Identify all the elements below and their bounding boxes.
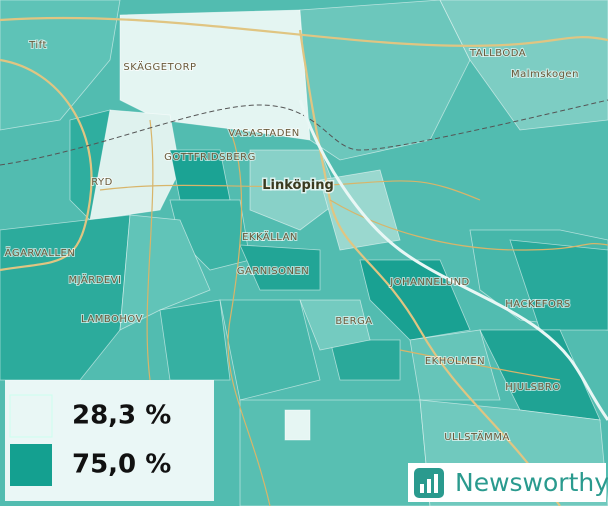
region: [0, 214, 131, 381]
region: [284, 409, 311, 441]
region: [219, 299, 321, 401]
place-label: HJULSBRO: [505, 382, 560, 393]
place-labels: Tift SKÄGGETORP TALLBODA Malmskogen VASA…: [4, 39, 580, 444]
region: [239, 399, 431, 506]
region: [299, 299, 371, 351]
brand-icon-bar: [420, 484, 424, 493]
region: [159, 299, 231, 381]
legend-label: 75,0 %: [72, 450, 171, 480]
legend: 28,3 % 75,0 %: [5, 380, 214, 501]
road: [146, 119, 154, 381]
place-label: GOTTFRIDSBERG: [164, 152, 256, 163]
place-label: HACKEFORS: [505, 299, 570, 310]
road: [298, 29, 561, 506]
road: [99, 180, 481, 201]
river: [298, 99, 608, 421]
brand-icon-bar: [427, 479, 431, 493]
place-label: LAMBOHOV: [81, 314, 143, 325]
legend-swatch: [9, 394, 53, 438]
place-label: ÄGARVALLEN: [5, 246, 76, 259]
road: [0, 16, 608, 47]
place-label: EKKÄLLAN: [242, 230, 298, 243]
roads: [0, 16, 608, 506]
place-label: RYD: [91, 177, 113, 188]
brand-logo: Newsworthy: [408, 463, 608, 502]
region: [0, 0, 121, 131]
railway: [0, 99, 608, 166]
region: [239, 244, 321, 291]
place-label: Tift: [28, 40, 47, 51]
region: [119, 214, 211, 331]
place-label: Malmskogen: [511, 69, 579, 80]
brand-icon-bar: [434, 474, 438, 493]
region: [439, 0, 608, 131]
place-label: JOHANNELUND: [389, 277, 470, 288]
brand-name: Newsworthy: [455, 468, 608, 497]
legend-swatch: [10, 444, 52, 486]
place-label: MJÄRDEVI: [69, 273, 122, 286]
road: [227, 129, 271, 506]
city-label: Linköping: [262, 178, 334, 193]
place-label: SKÄGGETORP: [123, 60, 196, 73]
road: [329, 199, 608, 251]
place-label: TALLBODA: [469, 48, 526, 59]
region: [409, 329, 501, 401]
place-label: EKHOLMEN: [425, 356, 485, 367]
place-label: BERGA: [335, 316, 372, 327]
road: [399, 349, 561, 381]
legend-label: 28,3 %: [72, 401, 171, 431]
place-label: GARNISONEN: [237, 266, 309, 277]
place-label: VASASTADEN: [228, 128, 299, 139]
region: [249, 149, 341, 231]
road: [0, 58, 93, 272]
region: [359, 259, 471, 341]
region: [329, 339, 401, 381]
place-label: ULLSTÄMMA: [444, 430, 510, 443]
